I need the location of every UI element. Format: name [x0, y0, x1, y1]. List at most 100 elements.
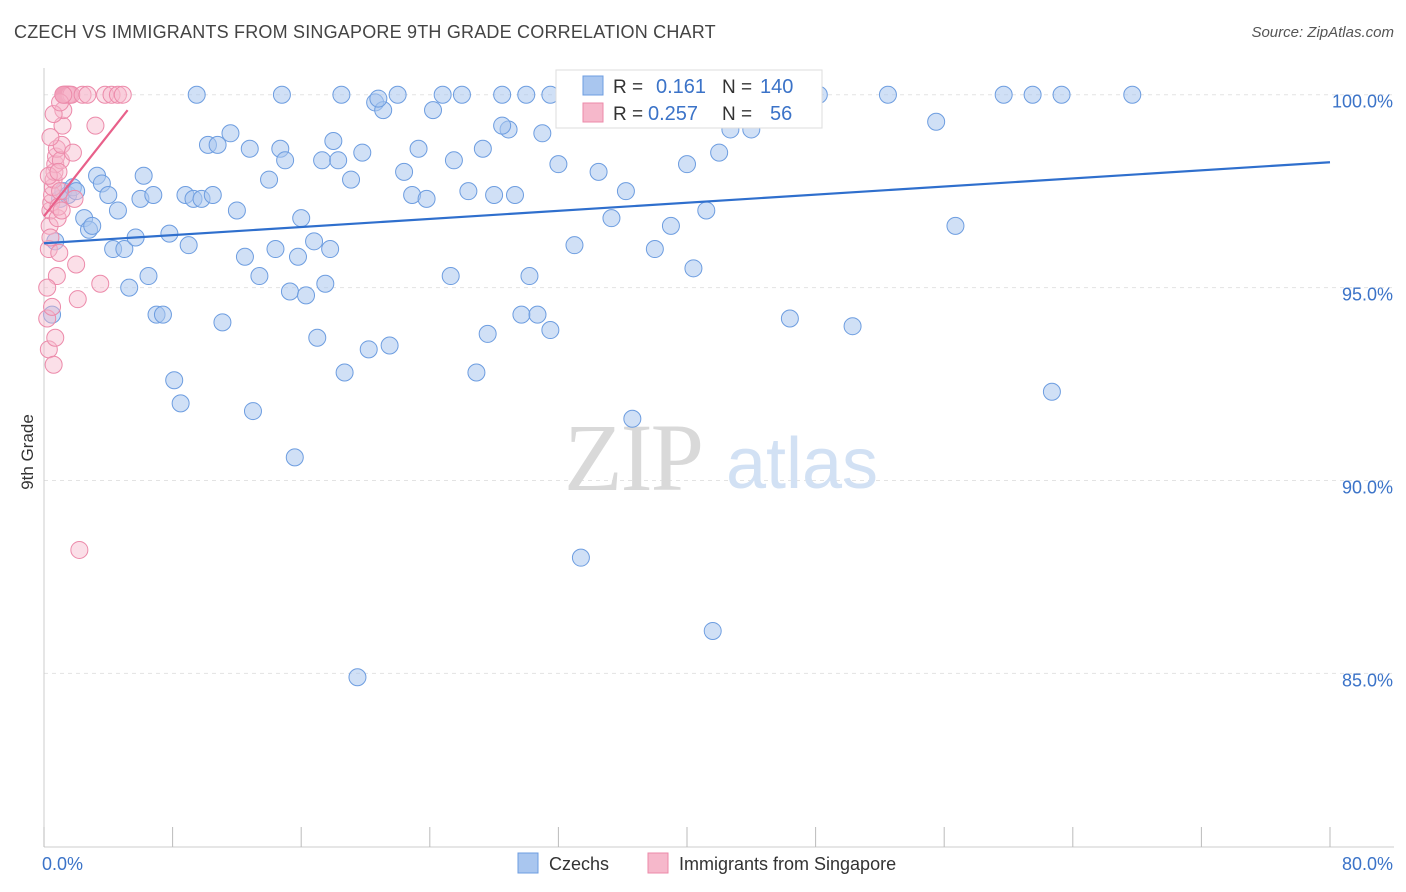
czechs-point-36 [227, 201, 246, 220]
czechs-point-91 [571, 548, 590, 567]
czechs-point-32 [203, 186, 222, 205]
czechs-point-135 [187, 85, 206, 104]
y-tick-label-1: 95.0% [1342, 285, 1393, 305]
top-legend: R = 0.161 N = 140 R = 0.257 N = 56 [555, 69, 823, 129]
bottom-legend: Czechs Immigrants from Singapore [517, 852, 896, 874]
czechs-point-114 [780, 309, 799, 328]
legend-r-label-czechs: R = [613, 77, 643, 98]
bottom-legend-swatch-czechs [517, 852, 539, 874]
czechs-point-134 [272, 85, 291, 104]
singapore-point-31 [67, 255, 86, 274]
singapore-point-52 [39, 166, 58, 185]
legend-swatch-czechs [582, 75, 604, 96]
czechs-point-15 [115, 240, 134, 259]
czechs-point-85 [528, 305, 547, 324]
singapore-point-33 [70, 540, 89, 559]
czechs-point-58 [342, 170, 361, 189]
singapore-point-29 [63, 143, 82, 162]
czechs-point-87 [541, 321, 560, 340]
czechs-point-122 [1042, 382, 1061, 401]
czechs-point-90 [565, 236, 584, 255]
czechs-point-47 [288, 247, 307, 266]
czechs-point-131 [369, 89, 388, 108]
singapore-point-38 [96, 85, 115, 104]
x-tick-label-1: 80.0% [1342, 854, 1393, 874]
czechs-point-109 [703, 621, 722, 640]
czechs-point-71 [433, 85, 452, 104]
czechs-point-69 [417, 189, 436, 208]
czechs-point-21 [144, 186, 163, 205]
czechs-point-40 [250, 267, 269, 286]
czechs-point-72 [441, 267, 460, 286]
czechs-point-64 [380, 336, 399, 355]
bottom-legend-czechs: Czechs [549, 854, 609, 874]
singapore-trend-line [43, 109, 129, 217]
singapore-point-35 [78, 85, 97, 104]
czechs-point-60 [353, 143, 372, 162]
czechs-point-103 [661, 216, 680, 235]
bottom-legend-singapore: Immigrants from Singapore [679, 854, 896, 874]
singapore-point-0 [38, 309, 57, 328]
czechs-point-83 [512, 305, 531, 324]
czechs-point-19 [134, 166, 153, 185]
singapore-point-43 [43, 297, 62, 316]
legend-swatch-singapore [582, 102, 604, 123]
czechs-points [43, 85, 1142, 687]
trend-lines [43, 109, 1331, 245]
czechs-point-79 [485, 186, 504, 205]
singapore-point-49 [44, 105, 63, 124]
czechs-point-124 [1123, 85, 1142, 104]
czechs-point-33 [208, 135, 227, 154]
czechs-point-25 [165, 371, 184, 390]
czechs-trend-line [43, 161, 1331, 245]
czechs-point-121 [1023, 85, 1042, 104]
source-label: Source: ZipAtlas.com [1251, 24, 1394, 41]
singapore-point-48 [41, 128, 60, 147]
watermark: ZIP atlas [564, 404, 878, 511]
singapore-point-44 [44, 355, 63, 374]
singapore-point-45 [46, 328, 65, 347]
singapore-point-32 [68, 290, 87, 309]
czechs-point-97 [616, 182, 635, 201]
czechs-point-54 [321, 240, 340, 259]
czechs-point-35 [221, 124, 240, 143]
czechs-point-16 [120, 278, 139, 297]
legend-n-singapore: 56 [770, 103, 792, 125]
czechs-point-52 [313, 151, 332, 170]
czechs-point-46 [285, 448, 304, 467]
czechs-point-76 [467, 363, 486, 382]
y-tick-label-3: 85.0% [1342, 670, 1393, 690]
y-tick-label-0: 100.0% [1332, 92, 1393, 112]
czechs-point-123 [1052, 85, 1071, 104]
singapore-point-36 [86, 116, 105, 135]
czechs-point-119 [946, 216, 965, 235]
czechs-point-86 [533, 124, 552, 143]
czechs-point-133 [332, 85, 351, 104]
czechs-point-53 [316, 274, 335, 293]
axes [43, 68, 1394, 848]
czechs-point-57 [335, 363, 354, 382]
czechs-point-65 [388, 85, 407, 104]
singapore-point-30 [65, 189, 84, 208]
czechs-point-55 [324, 132, 343, 151]
chart-title: CZECH VS IMMIGRANTS FROM SINGAPORE 9TH G… [14, 22, 716, 42]
czechs-point-80 [493, 85, 512, 104]
czechs-point-68 [409, 139, 428, 158]
legend-n-czechs: 140 [760, 76, 793, 98]
czechs-point-59 [348, 668, 367, 687]
czechs-point-6 [67, 182, 86, 201]
czechs-point-56 [329, 151, 348, 170]
czechs-point-50 [305, 232, 324, 251]
czechs-point-26 [171, 394, 190, 413]
singapore-point-15 [51, 182, 70, 201]
x-tick-labels: 0.0% 80.0% [42, 854, 1393, 874]
czechs-point-105 [678, 155, 696, 174]
singapore-point-1 [39, 240, 58, 259]
y-tick-labels: 100.0% 95.0% 90.0% 85.0% [1332, 92, 1393, 691]
czechs-point-98 [623, 409, 642, 428]
czechs-point-23 [153, 305, 172, 324]
czechs-point-48 [292, 209, 311, 228]
singapore-point-14 [50, 243, 69, 262]
czechs-point-106 [684, 259, 703, 278]
